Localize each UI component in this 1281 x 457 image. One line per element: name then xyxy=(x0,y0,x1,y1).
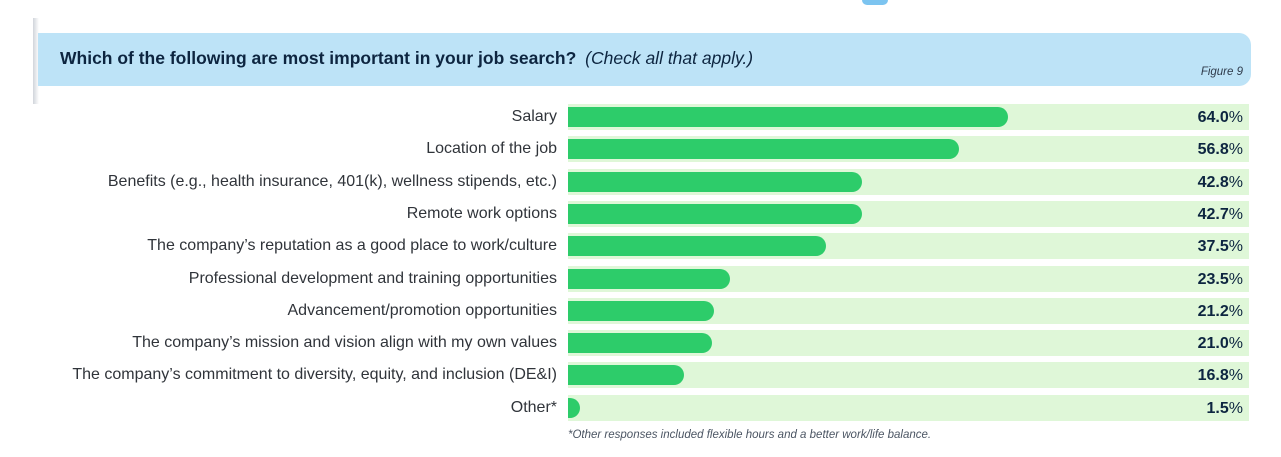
category-label: The company’s commitment to diversity, e… xyxy=(72,366,557,383)
value-unit: % xyxy=(1228,109,1243,126)
value-label: 37.5% xyxy=(1198,233,1243,259)
value-unit: % xyxy=(1228,271,1243,288)
bar xyxy=(568,172,862,192)
value-unit: % xyxy=(1228,141,1243,158)
value-label: 21.0% xyxy=(1198,330,1243,356)
value-unit: % xyxy=(1228,335,1243,352)
bar-track xyxy=(568,395,1249,421)
chart-title: Which of the following are most importan… xyxy=(60,48,753,69)
value-unit: % xyxy=(1228,303,1243,320)
value-label: 16.8% xyxy=(1198,362,1243,388)
bar xyxy=(568,204,862,224)
category-label: Location of the job xyxy=(426,140,557,157)
category-label: Remote work options xyxy=(406,205,557,222)
bar xyxy=(568,398,580,418)
value-label: 42.7% xyxy=(1198,201,1243,227)
bar xyxy=(568,365,684,385)
header-side-shadow xyxy=(33,18,39,104)
chart-instruction: (Check all that apply.) xyxy=(585,48,754,68)
value-unit: % xyxy=(1228,206,1243,223)
top-accent-shape xyxy=(862,0,888,5)
category-label: Professional development and training op… xyxy=(188,270,557,287)
value-number: 56.8 xyxy=(1197,141,1229,158)
value-label: 64.0% xyxy=(1198,104,1243,130)
chart-footnote: *Other responses included flexible hours… xyxy=(568,429,932,441)
category-label: The company’s reputation as a good place… xyxy=(147,237,557,254)
value-number: 21.2 xyxy=(1197,303,1229,320)
bar xyxy=(568,269,730,289)
category-label: Other* xyxy=(510,399,557,416)
value-unit: % xyxy=(1228,367,1243,384)
figure-label: Figure 9 xyxy=(1200,66,1243,78)
value-label: 56.8% xyxy=(1198,136,1243,162)
value-number: 42.7 xyxy=(1197,206,1229,223)
category-label: Salary xyxy=(511,108,557,125)
value-number: 1.5 xyxy=(1206,400,1229,417)
chart-question: Which of the following are most importan… xyxy=(60,48,577,68)
category-label: Advancement/promotion opportunities xyxy=(287,302,558,319)
category-label: Benefits (e.g., health insurance, 401(k)… xyxy=(107,173,557,190)
value-label: 1.5% xyxy=(1207,395,1243,421)
value-unit: % xyxy=(1228,238,1243,255)
value-number: 16.8 xyxy=(1197,367,1229,384)
chart-header: Which of the following are most importan… xyxy=(38,33,1251,86)
value-label: 21.2% xyxy=(1198,298,1243,324)
value-number: 23.5 xyxy=(1197,271,1229,288)
value-label: 42.8% xyxy=(1198,169,1243,195)
bar xyxy=(568,236,826,256)
value-number: 64.0 xyxy=(1197,109,1229,126)
value-unit: % xyxy=(1228,400,1243,417)
bar xyxy=(568,139,959,159)
bar xyxy=(568,333,712,353)
bar xyxy=(568,107,1008,127)
value-number: 42.8 xyxy=(1197,174,1229,191)
value-unit: % xyxy=(1228,174,1243,191)
category-label: The company’s mission and vision align w… xyxy=(132,334,557,351)
value-number: 21.0 xyxy=(1197,335,1229,352)
value-number: 37.5 xyxy=(1197,238,1229,255)
value-label: 23.5% xyxy=(1198,266,1243,292)
bar xyxy=(568,301,714,321)
